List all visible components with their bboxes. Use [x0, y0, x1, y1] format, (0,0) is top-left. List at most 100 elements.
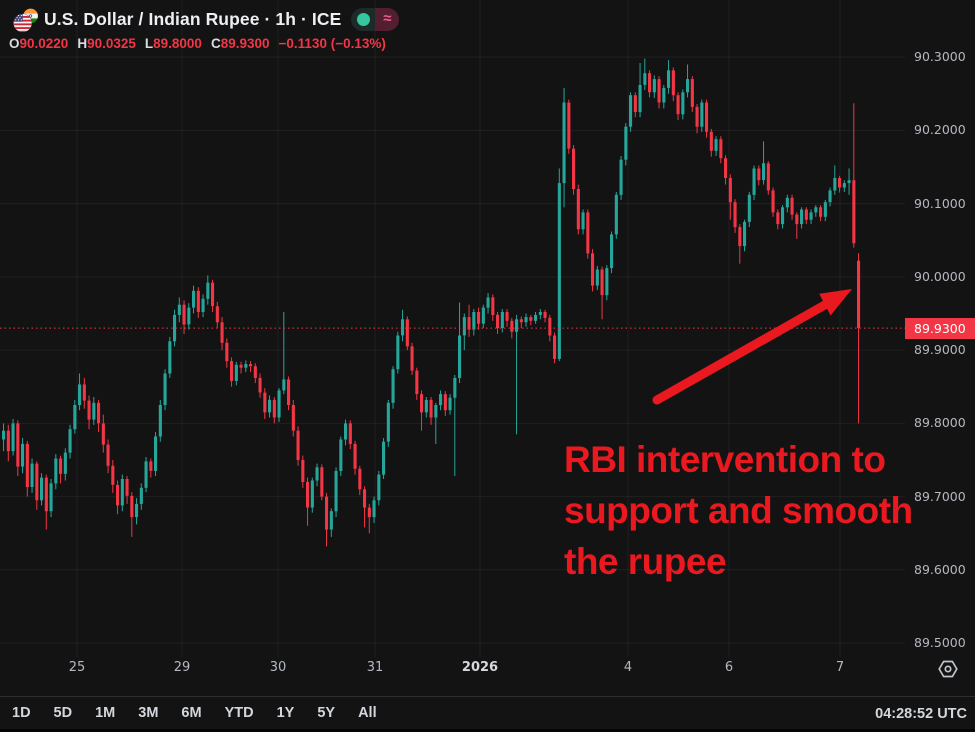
candle: [439, 394, 443, 406]
candle: [481, 307, 485, 324]
candle: [700, 102, 704, 127]
candle: [548, 317, 552, 336]
candle: [363, 489, 367, 508]
high-label: H: [77, 36, 88, 51]
candlestick-chart[interactable]: [0, 0, 905, 657]
candle: [358, 468, 362, 490]
candle: [443, 394, 447, 411]
candle: [852, 180, 856, 244]
candle: [515, 319, 519, 332]
range-button-5y[interactable]: 5Y: [317, 705, 336, 721]
candle: [348, 423, 352, 444]
candle: [111, 465, 115, 485]
range-button-1d[interactable]: 1D: [12, 705, 31, 721]
candle: [396, 335, 400, 370]
current-price-label: 89.9300: [905, 317, 975, 339]
candle: [220, 322, 224, 343]
candle: [429, 399, 433, 418]
candle: [633, 95, 637, 112]
candle: [325, 496, 329, 530]
candle: [196, 290, 200, 312]
utc-clock: 04:28:52 UTC: [875, 705, 967, 722]
price-axis-label: 90.3000: [914, 49, 966, 65]
candle: [334, 471, 338, 512]
candle: [776, 212, 780, 225]
settings-gear-icon[interactable]: [936, 657, 960, 681]
symbol-title[interactable]: U.S. Dollar / Indian Rupee · 1h · ICE: [44, 8, 342, 29]
open-value: 90.0220: [19, 36, 69, 51]
candle: [757, 168, 761, 181]
candle: [657, 79, 661, 103]
candle: [315, 467, 319, 481]
candle: [372, 500, 376, 518]
candle: [125, 479, 129, 496]
status-toggle[interactable]: ≈: [351, 7, 400, 31]
candle: [135, 503, 139, 518]
candle: [724, 158, 728, 178]
candle: [415, 370, 419, 394]
candle: [120, 479, 124, 506]
range-button-3m[interactable]: 3M: [138, 705, 159, 721]
candle: [681, 92, 685, 115]
candle: [249, 364, 253, 367]
candle: [572, 148, 576, 189]
price-axis-label: 89.8000: [914, 415, 966, 431]
candle: [534, 314, 538, 321]
candle: [591, 253, 595, 286]
candle: [59, 458, 63, 474]
candle: [187, 307, 191, 325]
range-button-all[interactable]: All: [358, 705, 377, 721]
range-button-6m[interactable]: 6M: [181, 705, 202, 721]
candle: [277, 390, 281, 418]
candle: [63, 452, 67, 474]
time-axis-label: 2026: [461, 660, 499, 675]
candle: [424, 399, 428, 413]
candle: [239, 364, 243, 368]
candle: [576, 189, 580, 230]
candle: [182, 304, 186, 325]
candle: [595, 269, 599, 286]
candle: [842, 183, 846, 188]
us-india-flag-icon: [13, 8, 38, 33]
candle: [562, 102, 566, 184]
range-button-5d[interactable]: 5D: [53, 705, 73, 721]
range-button-1m[interactable]: 1M: [95, 705, 116, 721]
candle: [581, 212, 585, 230]
time-axis[interactable]: 25 29 30 31 2026 4 6 7: [0, 657, 975, 696]
price-axis-label: 89.9000: [914, 342, 966, 358]
candle: [781, 207, 785, 225]
candle: [719, 139, 723, 159]
candle: [766, 163, 770, 191]
candle: [643, 73, 647, 85]
candle: [709, 131, 713, 151]
candle: [101, 423, 105, 445]
candle: [106, 444, 110, 466]
candle: [206, 282, 210, 299]
candle: [553, 335, 557, 359]
candle: [557, 183, 561, 359]
candle: [301, 460, 305, 482]
candle: [453, 377, 457, 398]
candle: [728, 178, 732, 203]
candle: [92, 402, 96, 420]
range-button-1y[interactable]: 1Y: [276, 705, 295, 721]
candle: [130, 495, 134, 518]
candle: [44, 477, 48, 512]
candle: [310, 480, 314, 508]
candle: [306, 481, 310, 508]
candle: [367, 507, 371, 518]
candle: [629, 95, 633, 127]
bottom-edge-strip: [0, 729, 975, 732]
candle: [823, 202, 827, 217]
candle: [743, 221, 747, 247]
candle: [472, 312, 476, 330]
candle: [35, 463, 39, 501]
candle: [268, 399, 272, 413]
range-button-ytd[interactable]: YTD: [224, 705, 254, 721]
candle: [225, 342, 229, 362]
candle: [738, 227, 742, 247]
price-axis[interactable]: 90.3000 90.2000 90.1000 90.0000 89.9000 89.80…: [905, 0, 975, 657]
candle: [6, 430, 10, 452]
candle: [448, 397, 452, 411]
